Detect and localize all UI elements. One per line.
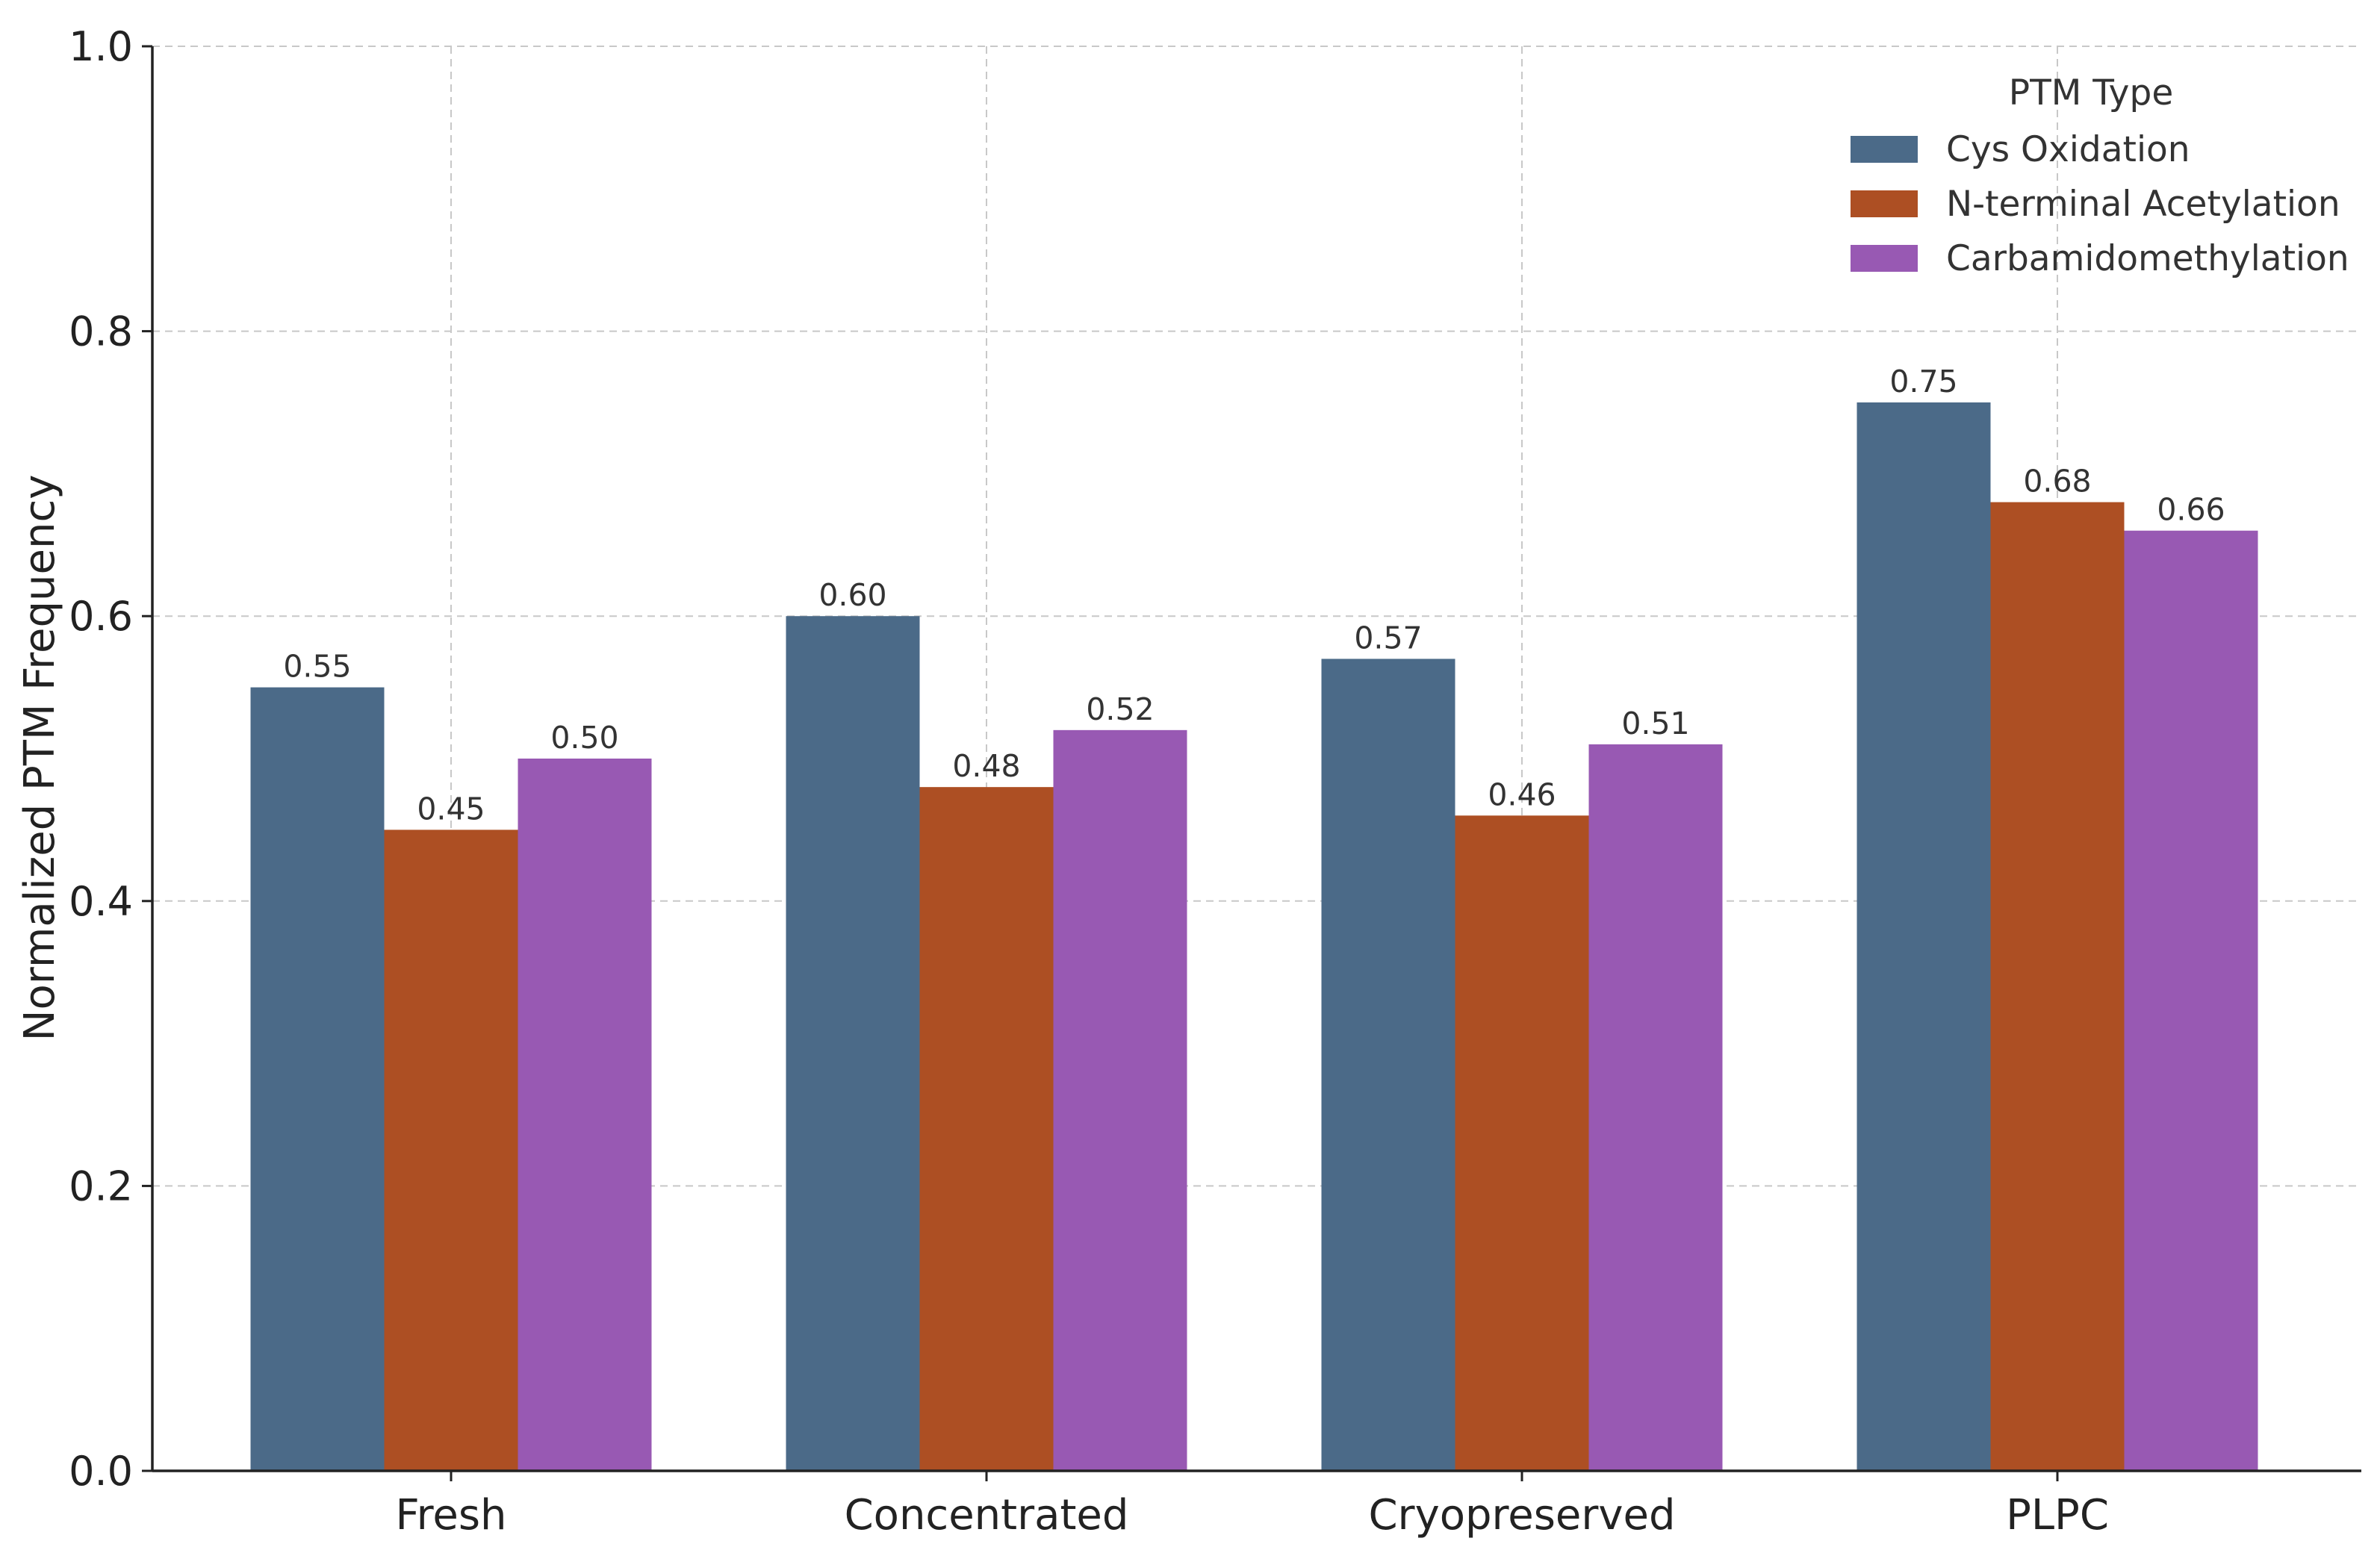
y-tick-label: 0.8	[69, 308, 133, 355]
data-label: 0.50	[550, 720, 618, 756]
bar	[1053, 729, 1187, 1471]
data-label: 0.75	[1889, 364, 1957, 399]
x-tick-label: PLPC	[2006, 1491, 2109, 1540]
bar	[1588, 744, 1723, 1471]
bar	[518, 759, 652, 1471]
data-label: 0.48	[952, 748, 1020, 784]
legend-swatch	[1851, 136, 1918, 163]
legend-swatch	[1851, 190, 1918, 217]
data-label: 0.55	[283, 649, 351, 685]
x-tick-label: Fresh	[395, 1491, 506, 1540]
legend-entry: Cys Oxidation	[1946, 129, 2190, 170]
axis-layer: 0.0 0.2 0.4 0.6 0.8 1.0 Fresh Concentrated Cryop…	[69, 23, 2361, 1540]
bar	[384, 830, 518, 1471]
legend: PTM Type Cys Oxidation N-terminal Acetyla…	[1851, 72, 2349, 279]
data-label: 0.57	[1354, 620, 1422, 656]
data-label: 0.51	[1621, 706, 1689, 741]
data-label: 0.46	[1488, 776, 1556, 812]
y-axis-label: Normalized PTM Frequency	[16, 475, 64, 1042]
bar	[1455, 815, 1589, 1471]
bar	[1990, 502, 2125, 1471]
x-tick-label: Cryopreserved	[1368, 1491, 1675, 1540]
y-tick-label: 0.6	[69, 593, 133, 640]
bar	[1857, 402, 1991, 1471]
y-tick-label: 1.0	[69, 23, 133, 70]
label-layer: 0.55 0.60 0.57 0.75 0.45 0.48 0.46 0.68 0.50 0.52…	[283, 364, 2225, 827]
legend-entry: Carbamidomethylation	[1946, 238, 2349, 279]
legend-swatch	[1851, 245, 1918, 272]
data-label: 0.60	[818, 577, 886, 613]
legend-title: PTM Type	[2009, 72, 2174, 113]
data-label: 0.52	[1086, 691, 1154, 727]
x-tick-label: Concentrated	[845, 1491, 1129, 1540]
data-label: 0.66	[2157, 492, 2225, 528]
bar-layer	[250, 402, 2258, 1472]
y-tick-label: 0.0	[69, 1448, 133, 1495]
bar	[1321, 659, 1455, 1472]
bar	[2124, 530, 2258, 1471]
y-tick-label: 0.4	[69, 878, 133, 925]
data-label: 0.45	[417, 791, 485, 827]
legend-entry: N-terminal Acetylation	[1946, 184, 2340, 225]
y-tick-label: 0.2	[69, 1162, 133, 1210]
bar	[250, 687, 385, 1471]
bar	[786, 616, 920, 1472]
bar	[919, 787, 1054, 1471]
data-label: 0.68	[2023, 464, 2091, 499]
